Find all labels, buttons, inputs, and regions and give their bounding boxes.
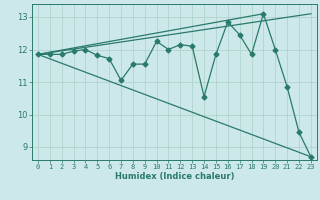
X-axis label: Humidex (Indice chaleur): Humidex (Indice chaleur): [115, 172, 234, 181]
